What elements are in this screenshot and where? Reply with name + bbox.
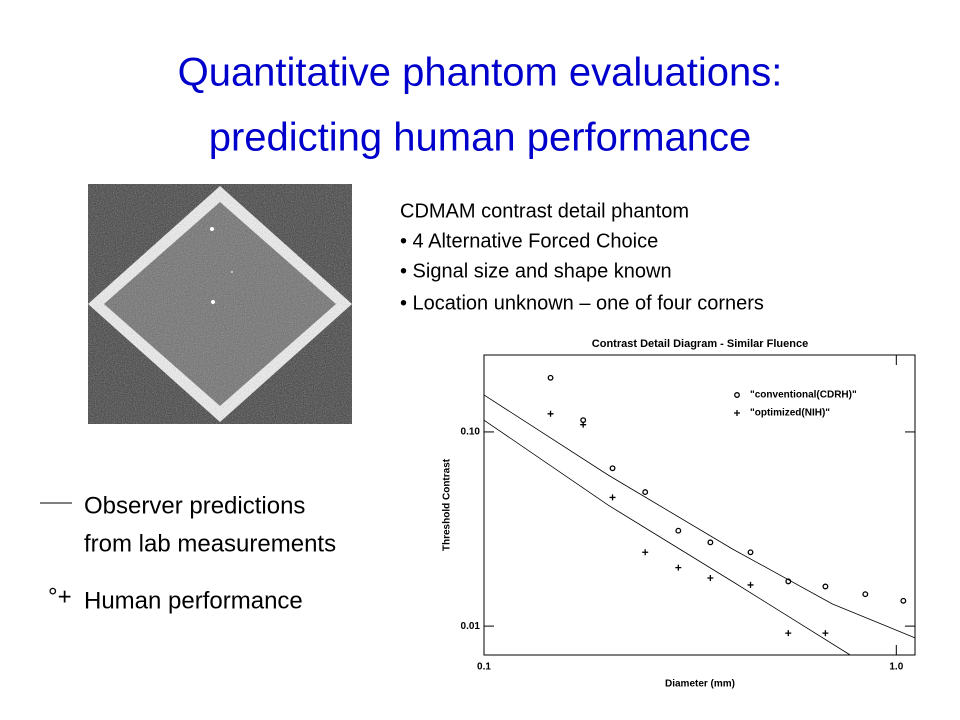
key-text: from lab measurements (84, 530, 336, 557)
fit-curve (483, 419, 851, 656)
legend-label: "optimized(NIH)" (750, 408, 830, 419)
y-tick-label: 0.01 (461, 621, 481, 632)
legend-label: "conventional(CDRH)" (750, 390, 857, 401)
point (675, 564, 682, 571)
bullet: • 4 Alternative Forced Choice (400, 230, 658, 252)
y-axis-label: Threshold Contrast (442, 458, 453, 551)
point (642, 489, 649, 496)
bullet: • Location unknown – one of four corners (400, 292, 764, 314)
point (609, 494, 616, 501)
legend-marker (734, 410, 740, 416)
point (609, 465, 616, 472)
point (900, 597, 907, 604)
x-tick-label: 0.1 (477, 662, 491, 673)
legend-marker (734, 392, 740, 398)
x-axis-label: Diameter (mm) (665, 679, 735, 690)
slide-title: Quantitative phantom evaluations: (178, 51, 783, 95)
chart-title: Contrast Detail Diagram - Similar Fluenc… (592, 338, 808, 350)
point (862, 591, 869, 598)
description-heading: CDMAM contrast detail phantom (400, 200, 689, 222)
phantom-image (88, 184, 352, 424)
key-text: Human performance (84, 587, 303, 614)
point (822, 583, 829, 590)
point (547, 374, 554, 381)
point (580, 421, 587, 428)
y-tick-label: 0.10 (461, 427, 481, 438)
point (707, 574, 714, 581)
point (642, 549, 649, 556)
point (547, 410, 554, 417)
bullet: • Signal size and shape known (400, 260, 672, 282)
point (747, 581, 754, 588)
key-symbol: °+ (48, 583, 72, 610)
point (747, 549, 754, 556)
point (822, 630, 829, 637)
plot-frame (483, 354, 916, 656)
x-tick-label: 1.0 (889, 662, 903, 673)
key-text: Observer predictions (84, 492, 305, 519)
slide-title: predicting human performance (209, 116, 752, 160)
point (785, 630, 792, 637)
point (707, 539, 714, 546)
fit-curve (483, 394, 916, 639)
point (675, 527, 682, 534)
